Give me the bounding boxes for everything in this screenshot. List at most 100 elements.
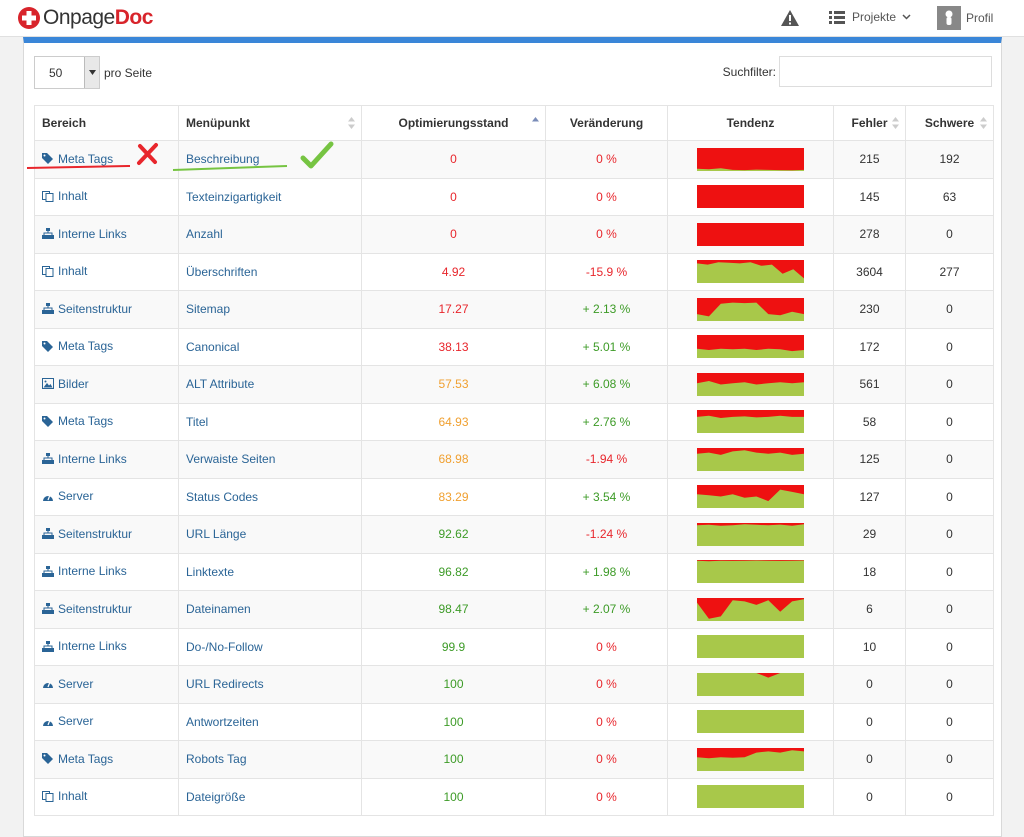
area-label: Inhalt bbox=[58, 189, 88, 203]
area-link[interactable]: Inhalt bbox=[42, 789, 87, 803]
cell-trend bbox=[667, 140, 834, 179]
menu-item-link[interactable]: Verwaiste Seiten bbox=[186, 452, 276, 467]
menu-item-link[interactable]: Texteinzigartigkeit bbox=[186, 189, 282, 204]
area-link[interactable]: Inhalt bbox=[42, 264, 87, 278]
cell-errors: 127 bbox=[833, 477, 906, 516]
cell-menu-item: Linktexte bbox=[178, 552, 362, 591]
cell-severity: 0 bbox=[905, 552, 994, 591]
cell-score: 0 bbox=[361, 140, 546, 179]
cell-menu-item: Überschriften bbox=[178, 252, 362, 291]
tag-icon bbox=[42, 340, 58, 352]
menu-item-link[interactable]: Titel bbox=[186, 414, 209, 429]
area-link[interactable]: Bilder bbox=[42, 377, 89, 391]
cell-errors: 6 bbox=[833, 590, 906, 629]
area-link[interactable]: Interne Links bbox=[42, 639, 127, 653]
projects-menu[interactable]: Projekte bbox=[829, 10, 911, 24]
menu-item-link[interactable]: Canonical bbox=[186, 339, 240, 354]
sparkline-error-area bbox=[697, 222, 804, 246]
warning-icon[interactable] bbox=[780, 9, 800, 27]
severity-value: 0 bbox=[946, 639, 953, 654]
cell-area: Server bbox=[34, 702, 179, 741]
cell-change: 0 % bbox=[545, 777, 668, 816]
select-toggle[interactable] bbox=[84, 57, 99, 88]
per-page-select[interactable]: 50 bbox=[34, 56, 100, 89]
area-link[interactable]: Meta Tags bbox=[42, 414, 113, 428]
menu-item-link[interactable]: Robots Tag bbox=[186, 752, 247, 767]
cell-change: 0 % bbox=[545, 140, 668, 179]
area-label: Server bbox=[58, 714, 94, 728]
cell-severity: 192 bbox=[905, 140, 994, 179]
table-row: Meta Tags Beschreibung 0 0 % 215 192 bbox=[34, 140, 994, 179]
menu-item-link[interactable]: URL Länge bbox=[186, 527, 247, 542]
avatar bbox=[937, 6, 961, 30]
column-header-fehler[interactable]: Fehler bbox=[833, 105, 906, 141]
area-link[interactable]: Meta Tags bbox=[42, 152, 113, 166]
change-value: 0 % bbox=[596, 677, 617, 692]
column-header-schwere[interactable]: Schwere bbox=[905, 105, 994, 141]
area-link[interactable]: Seitenstruktur bbox=[42, 602, 132, 616]
copy-icon bbox=[42, 265, 58, 277]
area-label: Meta Tags bbox=[58, 414, 114, 428]
score-value: 64.93 bbox=[438, 414, 469, 429]
onpagedoc-logo[interactable]: OnpageDoc bbox=[16, 5, 153, 31]
change-value: + 2.07 % bbox=[582, 602, 631, 617]
cell-area: Seitenstruktur bbox=[34, 515, 179, 554]
per-page-value: 50 bbox=[49, 65, 63, 80]
severity-value: 0 bbox=[946, 489, 953, 504]
sitemap-icon bbox=[42, 303, 58, 314]
menu-item-link[interactable]: Anzahl bbox=[186, 227, 223, 242]
cell-menu-item: Verwaiste Seiten bbox=[178, 440, 362, 479]
menu-item-link[interactable]: Sitemap bbox=[186, 302, 231, 317]
errors-value: 6 bbox=[866, 602, 873, 617]
area-link[interactable]: Meta Tags bbox=[42, 339, 113, 353]
column-header-bereich[interactable]: Bereich bbox=[34, 105, 179, 141]
caret-down-icon bbox=[88, 70, 96, 75]
cell-change: + 6.08 % bbox=[545, 365, 668, 404]
menu-item-link[interactable]: URL Redirects bbox=[186, 677, 264, 692]
area-link[interactable]: Server bbox=[42, 489, 93, 503]
area-link[interactable]: Server bbox=[42, 677, 93, 691]
menu-item-link[interactable]: Überschriften bbox=[186, 264, 258, 279]
menu-item-link[interactable]: Dateinamen bbox=[186, 602, 251, 617]
column-header-optimierungsstand[interactable]: Optimierungsstand bbox=[361, 105, 546, 141]
column-header-veraenderung[interactable]: Veränderung bbox=[545, 105, 668, 141]
area-link[interactable]: Server bbox=[42, 714, 93, 728]
area-link[interactable]: Inhalt bbox=[42, 189, 87, 203]
menu-item-link[interactable]: Dateigröße bbox=[186, 789, 246, 804]
cell-area: Seitenstruktur bbox=[34, 590, 179, 629]
area-link[interactable]: Interne Links bbox=[42, 227, 127, 241]
cell-change: -15.9 % bbox=[545, 252, 668, 291]
profile-menu[interactable]: Profil bbox=[937, 6, 993, 30]
cell-errors: 125 bbox=[833, 440, 906, 479]
severity-value: 277 bbox=[939, 264, 960, 279]
cell-errors: 29 bbox=[833, 515, 906, 554]
sparkline-score-area bbox=[697, 167, 804, 171]
column-header-menuepunkt[interactable]: Menüpunkt bbox=[178, 105, 362, 141]
area-link[interactable]: Seitenstruktur bbox=[42, 302, 132, 316]
cell-menu-item: Texteinzigartigkeit bbox=[178, 177, 362, 216]
menu-item-link[interactable]: ALT Attribute bbox=[186, 377, 255, 392]
score-value: 98.47 bbox=[438, 602, 469, 617]
area-link[interactable]: Interne Links bbox=[42, 564, 127, 578]
score-value: 0 bbox=[450, 189, 457, 204]
search-input[interactable] bbox=[779, 56, 992, 87]
table-row: Bilder ALT Attribute 57.53 + 6.08 % 561 0 bbox=[34, 365, 994, 404]
menu-item-link[interactable]: Beschreibung bbox=[186, 152, 260, 167]
score-value: 100 bbox=[443, 752, 464, 767]
menu-item-link[interactable]: Linktexte bbox=[186, 564, 235, 579]
area-link[interactable]: Interne Links bbox=[42, 452, 127, 466]
cell-change: + 5.01 % bbox=[545, 327, 668, 366]
column-header-tendenz[interactable]: Tendenz bbox=[667, 105, 834, 141]
menu-item-link[interactable]: Antwortzeiten bbox=[186, 714, 259, 729]
table-row: Inhalt Dateigröße 100 0 % 0 0 bbox=[34, 777, 994, 816]
area-link[interactable]: Seitenstruktur bbox=[42, 527, 132, 541]
area-label: Seitenstruktur bbox=[58, 601, 133, 616]
menu-item-link[interactable]: Status Codes bbox=[186, 489, 259, 504]
errors-value: 125 bbox=[859, 452, 880, 467]
sort-icon bbox=[348, 117, 355, 129]
change-value: + 6.08 % bbox=[582, 377, 631, 392]
content-panel: 50 pro Seite Suchfilter: Bereich Menüpun… bbox=[23, 37, 1002, 837]
trend-sparkline bbox=[697, 260, 804, 284]
area-link[interactable]: Meta Tags bbox=[42, 752, 113, 766]
menu-item-link[interactable]: Do-/No-Follow bbox=[186, 639, 263, 654]
